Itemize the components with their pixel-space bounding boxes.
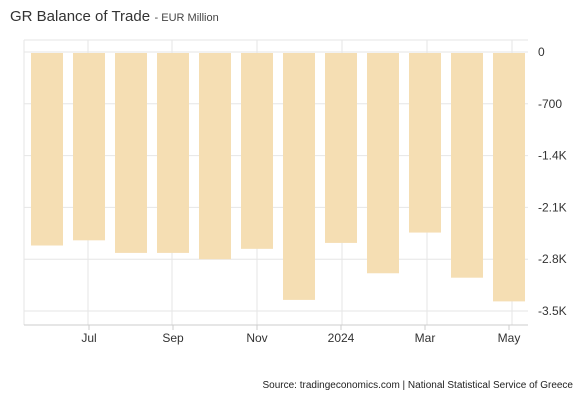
chart-subtitle: - EUR Million <box>154 12 219 24</box>
x-tick-label: Jul <box>81 331 96 345</box>
chart-title: GR Balance of Trade <box>10 8 151 25</box>
x-tick-label: Mar <box>415 331 436 345</box>
y-tick-label: -2.8K <box>538 252 567 266</box>
x-tick-label: Sep <box>162 331 184 345</box>
bar-2023-06 <box>31 53 63 246</box>
y-tick-label: -1.4K <box>538 149 567 163</box>
bar-2023-10 <box>199 53 231 260</box>
source-note: Source: tradingeconomics.com | National … <box>262 380 573 391</box>
x-tick-label: Nov <box>246 331 267 345</box>
bar-2023-07 <box>73 53 105 241</box>
bar-2024-04 <box>451 53 483 278</box>
bar-2023-08 <box>115 53 147 253</box>
y-tick-label: 0 <box>538 45 545 59</box>
bar-2024-02 <box>367 53 399 274</box>
bar-2023-11 <box>241 53 273 249</box>
bar-2024-05 <box>493 53 525 302</box>
x-tick-label: May <box>498 331 521 345</box>
bar-2024-03 <box>409 53 441 233</box>
bar-2024-01 <box>325 53 357 243</box>
chart-title-row: GR Balance of Trade - EUR Million <box>10 8 219 26</box>
bar-2023-12 <box>283 53 315 300</box>
y-tick-label: -3.5K <box>538 304 567 318</box>
y-tick-label: -700 <box>538 97 562 111</box>
bar-2023-09 <box>157 53 189 253</box>
y-tick-label: -2.1K <box>538 200 567 214</box>
x-tick-label: 2024 <box>328 331 355 345</box>
